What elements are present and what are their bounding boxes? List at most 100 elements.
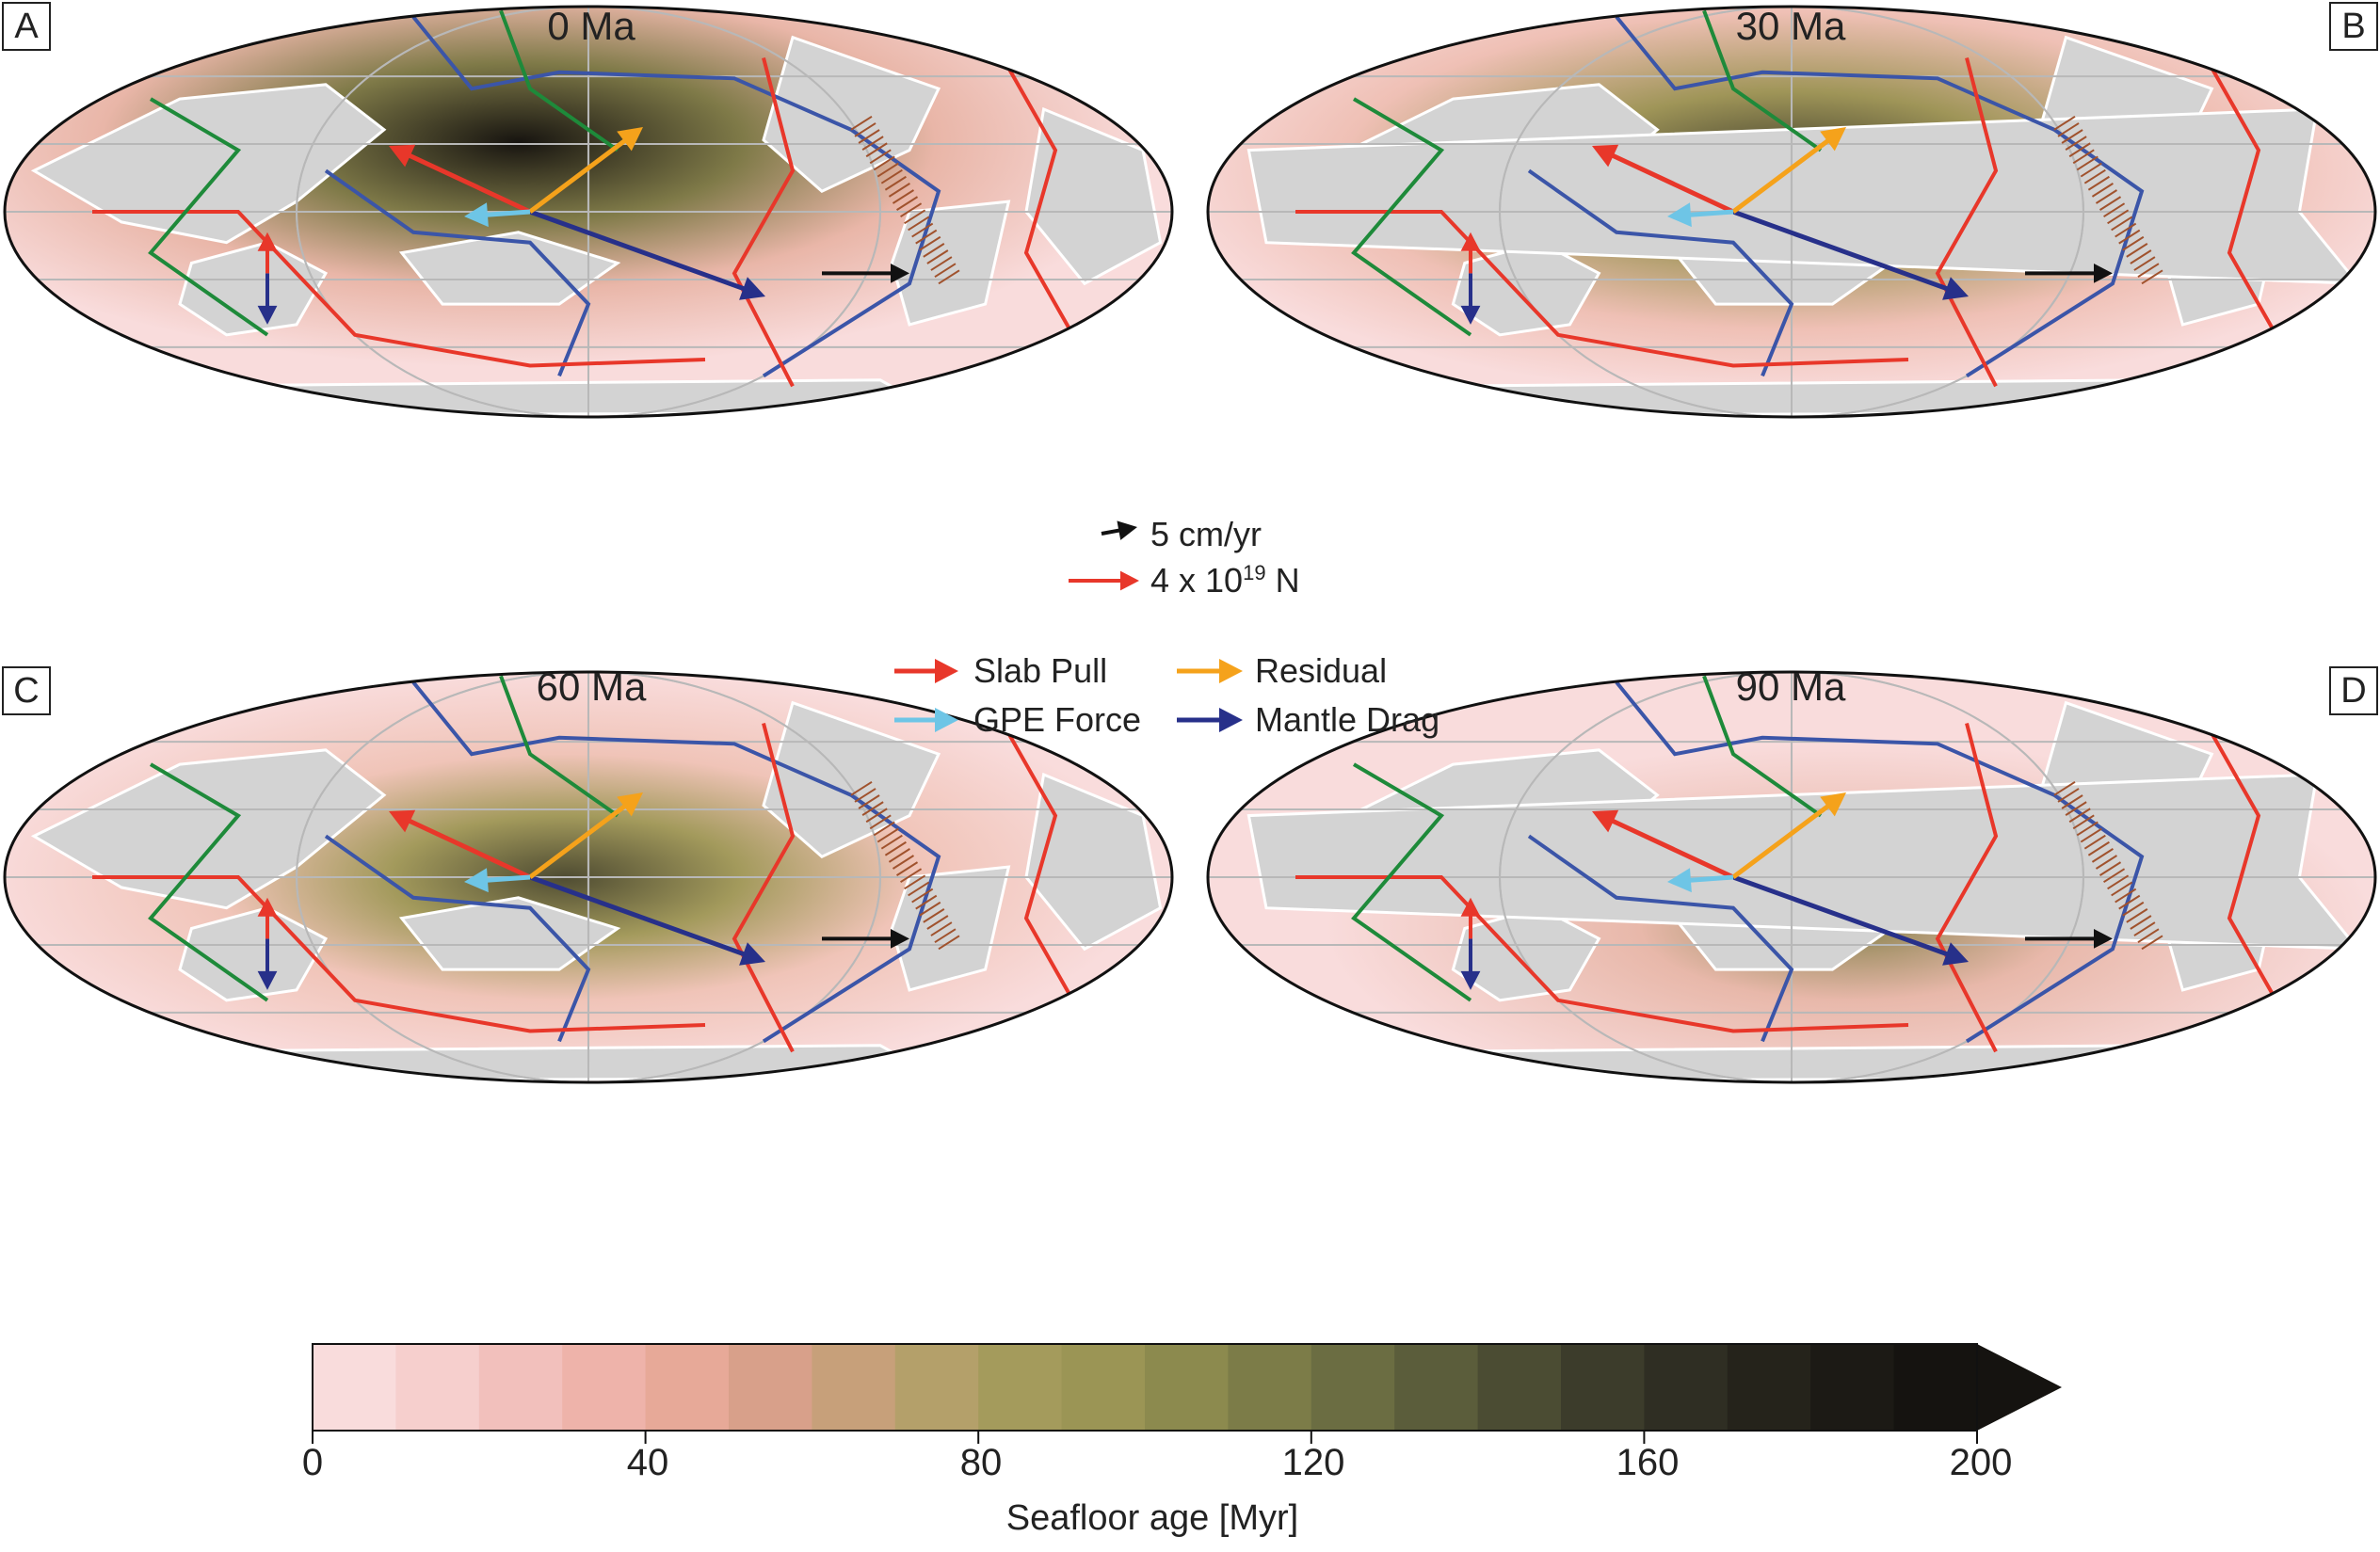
arrow-head (2094, 264, 2113, 283)
arrow-head (389, 144, 416, 168)
slab-pull-tick (904, 874, 926, 890)
spreading-ridge (2198, 712, 2290, 1022)
panel-title-b: 30 Ma (1735, 4, 1846, 48)
slab-pull-tick (850, 115, 873, 131)
panel-letter-a: A (2, 2, 51, 51)
slab-pull-tick (2076, 821, 2099, 837)
slab-pull-tick (900, 202, 923, 218)
slab-pull-tick (915, 229, 938, 245)
slab-pull-tick (2115, 888, 2137, 904)
panel-letter-d: D (2329, 666, 2378, 715)
mantle-drag-arrow (529, 209, 753, 295)
slab-pull-tick (2076, 155, 2099, 171)
map-outline (3, 5, 1174, 419)
spreading-ridge (732, 722, 796, 1053)
spreading-ridge (1295, 210, 1909, 368)
slab-pull-tick (2130, 249, 2152, 264)
map-outline (1206, 5, 2377, 419)
slab-pull-tick (2130, 915, 2152, 930)
slab-pull-tick (2126, 243, 2148, 258)
slab-pull-tick (895, 196, 919, 211)
continent (30, 83, 387, 245)
slab-pull-tick (2111, 216, 2133, 232)
arrow-head (464, 202, 489, 228)
spreading-ridge (995, 46, 1086, 357)
map-panel-a (3, 5, 1174, 419)
slab-pull-tick (2053, 780, 2076, 796)
slab-pull-tick (2103, 202, 2126, 218)
meridian-line (1499, 672, 2084, 1082)
arrow-head (1820, 792, 1846, 817)
slab-pull-tick (900, 868, 923, 884)
colorbar-tick: 80 (959, 1442, 1003, 1483)
arrow-head (1117, 520, 1137, 540)
slab-pull-tick (919, 901, 941, 917)
slab-pull-arrow (1603, 150, 1735, 215)
slab-pull-tick (2137, 263, 2160, 279)
slab-pull-tick (926, 249, 949, 264)
slab-pull-tick (2057, 788, 2080, 803)
slab-pull-tick (2107, 874, 2130, 890)
transform-boundary (1702, 675, 1823, 818)
arrow-head (1120, 570, 1139, 591)
panel-title-c: 60 Ma (536, 664, 647, 709)
transform-boundary (499, 675, 619, 818)
slab-pull-tick (865, 142, 888, 158)
slab-pull-tick (2053, 115, 2076, 131)
slab-pull-tick (2057, 122, 2080, 137)
slab-pull-tick (911, 222, 934, 238)
slab-pull-tick (911, 888, 934, 904)
residual-arrow (1731, 134, 1837, 214)
arrow-head (257, 897, 278, 917)
transform-boundary (1351, 762, 1472, 1002)
slab-pull-tick (873, 821, 895, 837)
legend-label-slab-pull: Slab Pull (973, 651, 1108, 690)
velocity-scale-label: 5 cm/yr (1150, 515, 1262, 553)
transform-boundary (1702, 9, 1823, 152)
residual-arrow (528, 134, 634, 214)
slab-pull-tick (2091, 848, 2114, 863)
map-content (5, 7, 1172, 417)
slab-pull-tick (858, 129, 880, 144)
slab-pull-tick (880, 834, 903, 850)
slab-pull-arrow (400, 815, 532, 880)
colorbar-bin (978, 1344, 1063, 1431)
slab-pull-tick (2107, 209, 2130, 225)
spreading-ridge (2198, 46, 2290, 357)
colorbar-tick: 0 (301, 1442, 324, 1483)
subduction-zone (1527, 834, 1794, 1043)
slab-pull-tick (2133, 921, 2156, 936)
legend-label-residual: Residual (1255, 651, 1388, 690)
colorbar-bin (1644, 1344, 1729, 1431)
map-panel-b (1206, 5, 2377, 419)
arrow-head (1942, 277, 1969, 300)
colorbar-frame (312, 1343, 1978, 1432)
slab-pull-tick (919, 235, 941, 251)
continent (30, 748, 387, 910)
slab-pull-tick (2061, 794, 2083, 809)
slab-pull-tick (2095, 855, 2118, 870)
slab-pull-tick (888, 848, 910, 863)
slab-pull-tick (926, 915, 949, 930)
slab-pull-tick (2068, 808, 2091, 824)
arrow-head (1460, 970, 1481, 990)
arrow-head (1592, 809, 1619, 833)
continent (890, 865, 1011, 992)
slab-pull-tick (2111, 881, 2133, 897)
colorbar-tick: 40 (626, 1442, 669, 1483)
slab-pull-tick (861, 801, 884, 816)
subduction-zone (1615, 15, 2145, 378)
arrow-head (1460, 305, 1481, 325)
arrow-head (935, 659, 958, 683)
slab-pull-tick (2083, 168, 2106, 184)
spreading-ridge (1935, 722, 1999, 1053)
arrow-head (1820, 127, 1846, 152)
arrow-head (1460, 232, 1481, 251)
slab-pull-tick (2087, 840, 2110, 856)
slab-pull-tick (869, 149, 892, 165)
continent (150, 378, 944, 417)
colorbar-bin (1893, 1344, 1978, 1431)
colorbar-bin (313, 1344, 396, 1431)
subduction-zone (411, 15, 941, 378)
arrow-head (891, 929, 909, 949)
